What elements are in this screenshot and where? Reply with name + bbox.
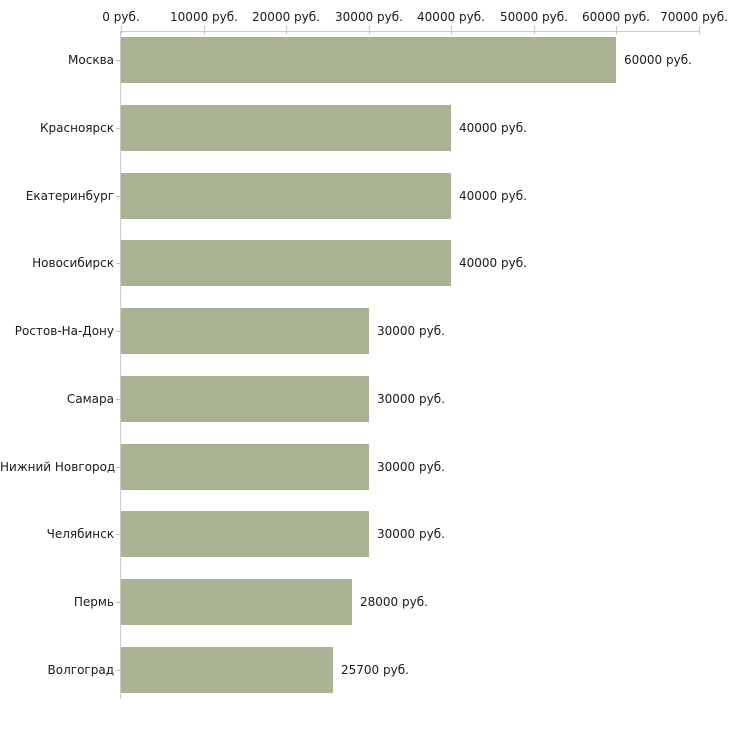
value-label: 30000 руб. [377,392,445,406]
value-label: 30000 руб. [377,460,445,474]
x-axis-tick-label: 50000 руб. [500,10,568,24]
x-axis-tick [534,26,535,34]
category-label: Пермь [73,595,114,609]
y-axis-tick [116,196,121,197]
bar [121,37,616,83]
bar [121,579,352,625]
category-label: Новосибирск [32,256,114,270]
x-axis-tick [451,26,452,34]
y-axis-tick [116,128,121,129]
bar [121,308,369,354]
y-axis-tick [116,60,121,61]
category-label: Ростов-На-Дону [14,324,114,338]
bar [121,376,369,422]
x-axis-tick-label: 60000 руб. [582,10,650,24]
value-label: 60000 руб. [624,53,692,67]
category-label: Москва [68,53,114,67]
bar [121,173,451,219]
value-label: 40000 руб. [459,189,527,203]
y-axis-line [120,31,121,699]
value-label: 30000 руб. [377,527,445,541]
value-label: 40000 руб. [459,121,527,135]
value-label: 28000 руб. [360,595,428,609]
x-axis-tick-label: 30000 руб. [335,10,403,24]
x-axis-tick-label: 0 руб. [102,10,140,24]
category-label: Самара [66,392,114,406]
x-axis-line [120,31,699,32]
value-label: 30000 руб. [377,324,445,338]
bar [121,105,451,151]
x-axis-tick-label: 70000 руб. [660,10,728,24]
y-axis-tick [116,331,121,332]
bar [121,240,451,286]
category-label: Челябинск [46,527,114,541]
x-axis-tick [616,26,617,34]
bar [121,511,369,557]
y-axis-tick [116,670,121,671]
category-label: Екатеринбург [25,189,114,203]
x-axis-tick [286,26,287,34]
x-axis-tick-label: 20000 руб. [252,10,320,24]
x-axis-tick-label: 40000 руб. [417,10,485,24]
category-label: Волгоград [47,663,114,677]
value-label: 40000 руб. [459,256,527,270]
x-axis-tick [121,26,122,34]
x-axis-tick [369,26,370,34]
y-axis-tick [116,263,121,264]
category-label: Красноярск [40,121,114,135]
y-axis-tick [116,602,121,603]
x-axis-tick [204,26,205,34]
bar [121,647,333,693]
y-axis-tick [116,534,121,535]
y-axis-tick [116,399,121,400]
bar [121,444,369,490]
y-axis-tick [116,467,121,468]
value-label: 25700 руб. [341,663,409,677]
category-label: Нижний Новгород [0,460,116,474]
x-axis-tick-label: 10000 руб. [170,10,238,24]
x-axis-tick [699,26,700,34]
